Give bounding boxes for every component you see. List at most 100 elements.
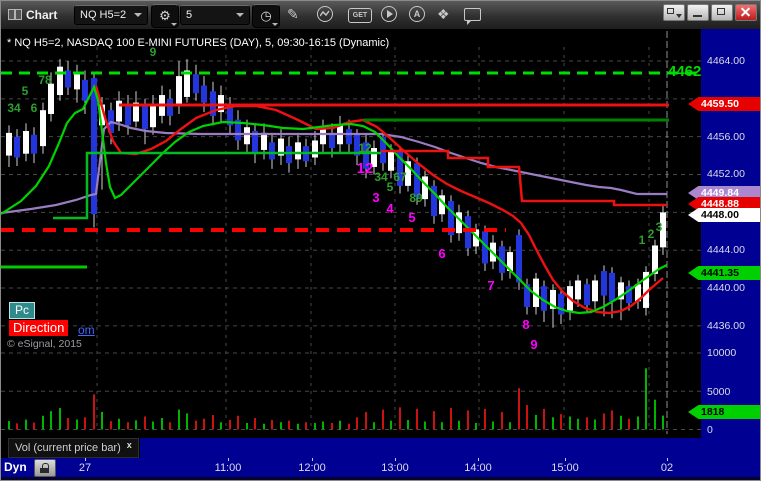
candle-down — [482, 231, 488, 264]
brush-icon[interactable]: ❖ — [437, 6, 450, 22]
candle-up — [456, 212, 462, 234]
volume-bar — [67, 418, 69, 430]
get-data-icon[interactable]: GET — [348, 8, 372, 23]
titlebar[interactable]: Chart NQ H5=2 ⚙ 5 ◷ ✎ GET A ❖ — [1, 1, 760, 30]
zigzag-glyph — [320, 10, 330, 17]
volume-bar — [195, 420, 197, 430]
green-ma — [1, 84, 668, 315]
volume-bar — [93, 394, 95, 430]
volume-bar — [186, 413, 188, 430]
candle-down — [584, 284, 590, 306]
volume-bar — [492, 421, 494, 430]
candle-up — [533, 278, 539, 307]
volume-bar — [569, 416, 571, 430]
time-label: 15:00 — [551, 462, 579, 474]
comment-bubble-icon[interactable] — [464, 8, 481, 25]
volume-bar — [101, 411, 103, 430]
volume-bar — [356, 417, 358, 430]
volume-bar — [254, 418, 256, 430]
volume-bar — [535, 414, 537, 430]
play-icon[interactable] — [381, 6, 397, 22]
time-label: 13:00 — [381, 462, 409, 474]
close-button[interactable] — [735, 4, 757, 21]
price-axis-label: 4444.00 — [707, 244, 745, 256]
symbol-settings-button[interactable]: ⚙ — [151, 4, 179, 28]
candle-down — [91, 78, 97, 215]
candle-up — [618, 282, 624, 300]
volume-bar — [611, 410, 613, 430]
candle-up — [507, 252, 513, 272]
candle-down — [201, 85, 207, 103]
volume-bar — [373, 422, 375, 430]
volume-bar — [552, 417, 554, 430]
price-badge: 4441.35 — [688, 266, 760, 280]
close-icon[interactable]: x — [126, 439, 132, 450]
volume-bar — [382, 409, 384, 430]
maximize-button[interactable] — [711, 4, 733, 21]
candle-up — [23, 131, 29, 154]
candle-up — [635, 284, 641, 302]
candle-up — [184, 70, 190, 97]
candle-down — [82, 79, 88, 101]
price-axis-label: 4456.00 — [707, 131, 745, 143]
volume-bar — [42, 415, 44, 430]
time-label: 02 — [660, 462, 674, 474]
candle-down — [541, 286, 547, 311]
lock-icon[interactable] — [34, 459, 56, 477]
candle-down — [558, 293, 564, 315]
pencil-icon[interactable]: ✎ — [287, 6, 299, 22]
price-volume-plot[interactable] — [1, 29, 761, 438]
volume-bar — [331, 422, 333, 430]
chevron-down-icon — [272, 23, 278, 26]
time-label: 12:00 — [298, 462, 326, 474]
volume-bar — [263, 423, 265, 430]
chevron-down-icon[interactable] — [134, 13, 142, 17]
minimize-button[interactable] — [687, 4, 709, 21]
percent-change-icon[interactable] — [317, 6, 333, 22]
volume-bar — [135, 420, 137, 430]
volume-bar — [288, 420, 290, 430]
agent-a-icon[interactable]: A — [409, 6, 425, 22]
tab-volume[interactable]: Vol (current price bar) x — [8, 438, 139, 458]
price-badge: 4459.50 — [688, 97, 760, 111]
candle-up — [6, 132, 12, 156]
price-axis[interactable]: 4464.00 4456.00 4452.00 4444.00 4440.00 4436.… — [688, 29, 760, 438]
chart-area[interactable]: 4464.00 4456.00 4452.00 4444.00 4440.00 4436.… — [1, 29, 761, 438]
purple-ma — [1, 120, 667, 215]
dock-restore-button[interactable] — [663, 4, 685, 21]
volume-bar — [110, 421, 112, 430]
play-triangle — [387, 10, 393, 18]
volume-bar — [365, 411, 367, 430]
candle-up — [133, 102, 139, 122]
volume-bar — [127, 422, 129, 430]
candle-down — [235, 119, 241, 141]
volume-bar — [560, 414, 562, 430]
candle-up — [388, 150, 394, 171]
volume-bar — [450, 408, 452, 430]
volume-bar — [16, 423, 18, 430]
volume-bar — [526, 405, 528, 430]
candle-down — [363, 142, 369, 169]
volume-bar — [620, 415, 622, 430]
candle-up — [320, 129, 326, 145]
time-axis[interactable]: Dyn 27 11:00 12:00 13:00 14:00 15:00 02 — [1, 458, 760, 477]
candle-down — [269, 142, 275, 160]
candle-down — [125, 104, 131, 126]
window-icon — [8, 9, 22, 20]
candle-down — [448, 201, 454, 236]
volume-bar — [84, 417, 86, 430]
candle-down — [499, 246, 505, 273]
candle-up — [244, 127, 250, 145]
candle-up — [592, 280, 598, 302]
volume-bar — [8, 421, 10, 430]
indicator-tab-row: Vol (current price bar) x — [1, 438, 760, 458]
volume-bar — [518, 388, 520, 430]
price-axis-label: 4440.00 — [707, 282, 745, 294]
chevron-down-icon[interactable] — [236, 13, 244, 17]
interval-input[interactable]: 5 — [180, 5, 250, 25]
symbol-input[interactable]: NQ H5=2 — [74, 5, 148, 25]
candle-down — [524, 284, 530, 307]
volume-bar — [484, 408, 486, 430]
candle-down — [65, 70, 71, 88]
time-template-button[interactable]: ◷ — [252, 4, 280, 28]
